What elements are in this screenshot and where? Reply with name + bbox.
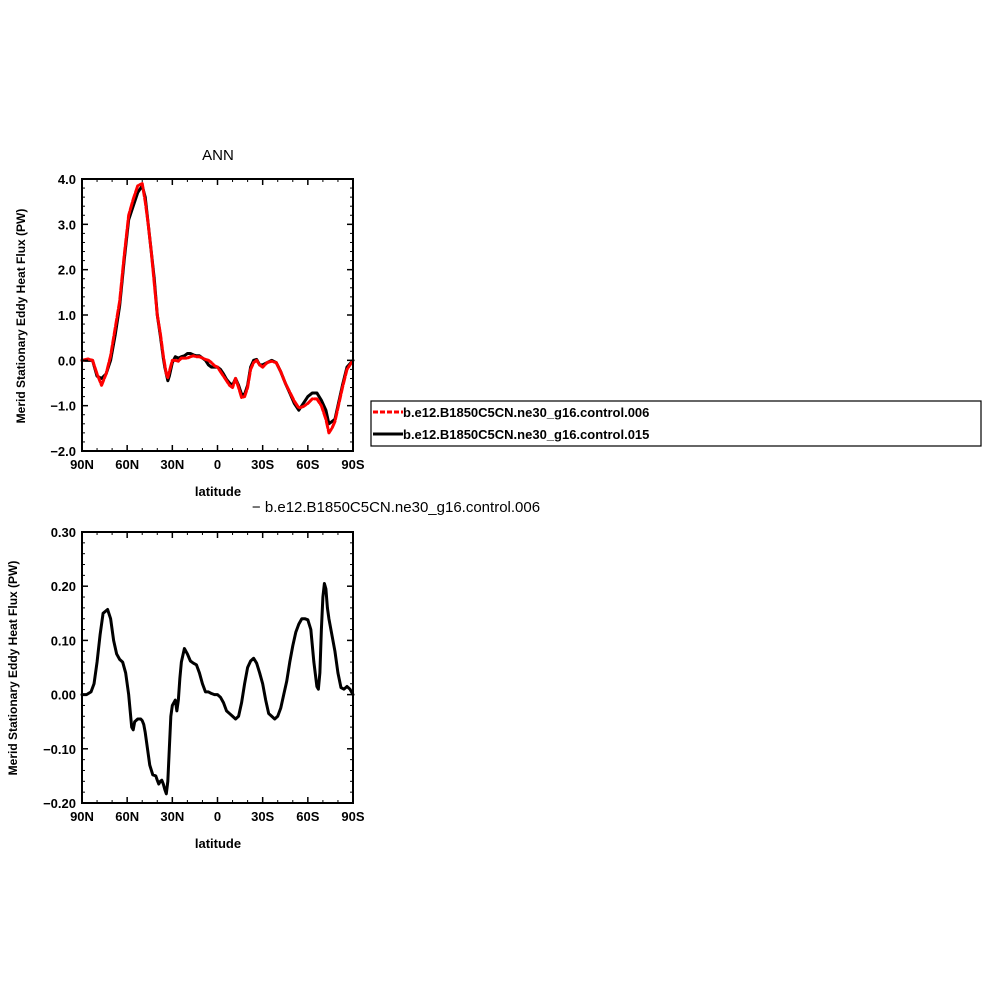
top-xtick-label: 90N [70, 457, 94, 472]
top-series-line-1 [80, 184, 355, 426]
top-panel-xlabel: latitude [195, 484, 241, 499]
bottom-ytick-label: −0.10 [43, 742, 76, 757]
bottom-series-line-0 [80, 581, 355, 796]
bottom-panel-xlabel: latitude [195, 836, 241, 851]
top-panel-ylabel: Merid Stationary Eddy Heat Flux (PW) [14, 209, 28, 424]
top-xtick-label: 0 [214, 457, 221, 472]
bottom-xtick-label: 60N [115, 809, 139, 824]
top-ytick-label: −2.0 [50, 444, 76, 459]
bottom-ytick-label: 0.00 [51, 688, 76, 703]
bottom-panel-title: − b.e12.B1850C5CN.ne30_g16.control.006 [252, 499, 540, 516]
top-ytick-label: −1.0 [50, 399, 76, 414]
legend-label-006: b.e12.B1850C5CN.ne30_g16.control.006 [403, 405, 649, 420]
top-ytick-label: 2.0 [58, 263, 76, 278]
top-ytick-label: 1.0 [58, 308, 76, 323]
bottom-xtick-label: 30N [160, 809, 184, 824]
legend-box [370, 400, 982, 447]
bottom-xtick-label: 0 [214, 809, 221, 824]
top-xtick-label: 30N [160, 457, 184, 472]
top-panel-title: ANN [202, 147, 234, 164]
top-panel-series [80, 182, 355, 435]
top-xtick-label: 60S [296, 457, 319, 472]
top-ytick-label: 4.0 [58, 172, 76, 187]
top-xtick-label: 30S [251, 457, 274, 472]
bottom-xtick-label: 90S [341, 809, 364, 824]
top-panel: ANN 90N 60N 30N 0 30S 60S 90S −2.0 −1.0 0.0 1.0 2.0… [14, 147, 365, 499]
bottom-panel-series [80, 581, 355, 796]
legend: b.e12.B1850C5CN.ne30_g16.control.006 b.e… [370, 400, 982, 447]
bottom-ytick-label: −0.20 [43, 796, 76, 811]
bottom-panel: − b.e12.B1850C5CN.ne30_g16.control.006 9… [6, 499, 540, 851]
bottom-xtick-label: 30S [251, 809, 274, 824]
bottom-ytick-label: 0.20 [51, 579, 76, 594]
bottom-ytick-label: 0.30 [51, 525, 76, 540]
top-ytick-label: 3.0 [58, 217, 76, 232]
top-xtick-label: 60N [115, 457, 139, 472]
bottom-ytick-label: 0.10 [51, 633, 76, 648]
top-series-line-0 [80, 182, 355, 435]
top-ytick-label: 0.0 [58, 353, 76, 368]
bottom-xtick-label: 90N [70, 809, 94, 824]
legend-label-015: b.e12.B1850C5CN.ne30_g16.control.015 [403, 427, 649, 442]
bottom-xtick-label: 60S [296, 809, 319, 824]
top-panel-frame [81, 178, 354, 452]
bottom-panel-ylabel: Merid Stationary Eddy Heat Flux (PW) [6, 561, 20, 776]
top-xtick-label: 90S [341, 457, 364, 472]
